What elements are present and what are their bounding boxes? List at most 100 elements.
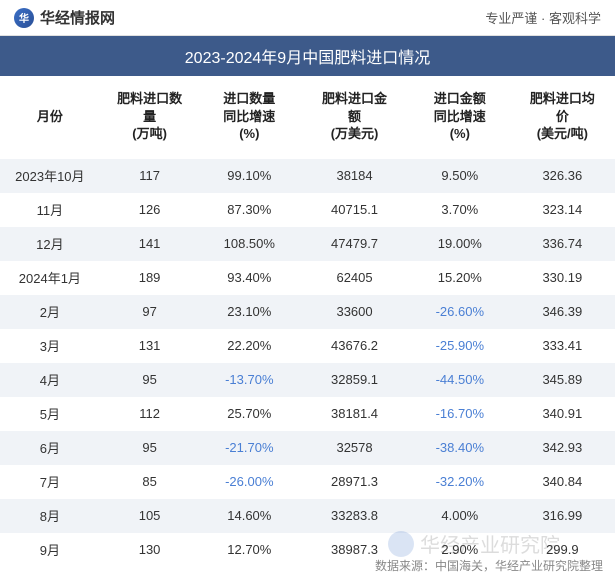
table-cell: 93.40% bbox=[199, 261, 299, 295]
table-cell: -13.70% bbox=[199, 363, 299, 397]
table-cell: 342.93 bbox=[510, 431, 615, 465]
table-cell: 2023年10月 bbox=[0, 159, 100, 193]
table-cell: 189 bbox=[100, 261, 200, 295]
table-cell: -26.00% bbox=[199, 465, 299, 499]
table-cell: 117 bbox=[100, 159, 200, 193]
table-cell: 15.20% bbox=[410, 261, 510, 295]
column-header: 月份 bbox=[0, 76, 100, 159]
table-cell: 330.19 bbox=[510, 261, 615, 295]
table-cell: 19.00% bbox=[410, 227, 510, 261]
table-cell: 3月 bbox=[0, 329, 100, 363]
table-cell: 11月 bbox=[0, 193, 100, 227]
site-name: 华经情报网 bbox=[40, 7, 115, 28]
table-cell: -21.70% bbox=[199, 431, 299, 465]
data-table: 月份肥料进口数量(万吨)进口数量同比增速(%)肥料进口金额(万美元)进口金额同比… bbox=[0, 76, 615, 567]
table-cell: 6月 bbox=[0, 431, 100, 465]
table-cell: 32859.1 bbox=[299, 363, 410, 397]
table-cell: 43676.2 bbox=[299, 329, 410, 363]
table-cell: 62405 bbox=[299, 261, 410, 295]
tagline-sep: · bbox=[537, 11, 549, 26]
table-cell: 99.10% bbox=[199, 159, 299, 193]
table-cell: 97 bbox=[100, 295, 200, 329]
column-header: 肥料进口均价(美元/吨) bbox=[510, 76, 615, 159]
table-body: 2023年10月11799.10%381849.50%326.3611月1268… bbox=[0, 159, 615, 567]
logo-icon: 华 bbox=[14, 8, 34, 28]
table-row: 2月9723.10%33600-26.60%346.39 bbox=[0, 295, 615, 329]
logo-area: 华 华经情报网 bbox=[14, 7, 115, 28]
table-cell: 40715.1 bbox=[299, 193, 410, 227]
table-cell: 8月 bbox=[0, 499, 100, 533]
table-cell: 22.20% bbox=[199, 329, 299, 363]
table-cell: 38184 bbox=[299, 159, 410, 193]
table-cell: -26.60% bbox=[410, 295, 510, 329]
table-cell: 333.41 bbox=[510, 329, 615, 363]
table-cell: 105 bbox=[100, 499, 200, 533]
tagline: 专业严谨 · 客观科学 bbox=[485, 8, 601, 27]
table-cell: 5月 bbox=[0, 397, 100, 431]
table-cell: 2024年1月 bbox=[0, 261, 100, 295]
table-cell: -44.50% bbox=[410, 363, 510, 397]
table-cell: 3.70% bbox=[410, 193, 510, 227]
table-cell: -16.70% bbox=[410, 397, 510, 431]
table-cell: -32.20% bbox=[410, 465, 510, 499]
table-row: 3月13122.20%43676.2-25.90%333.41 bbox=[0, 329, 615, 363]
table-cell: 85 bbox=[100, 465, 200, 499]
table-cell: 95 bbox=[100, 431, 200, 465]
table-cell: 323.14 bbox=[510, 193, 615, 227]
table-cell: -38.40% bbox=[410, 431, 510, 465]
column-header: 进口数量同比增速(%) bbox=[199, 76, 299, 159]
table-cell: 87.30% bbox=[199, 193, 299, 227]
title-bar: 2023-2024年9月中国肥料进口情况 bbox=[0, 36, 615, 76]
logo-glyph: 华 bbox=[19, 10, 29, 25]
table-cell: 346.39 bbox=[510, 295, 615, 329]
table-row: 12月141108.50%47479.719.00%336.74 bbox=[0, 227, 615, 261]
tagline-right: 客观科学 bbox=[549, 11, 601, 26]
table-cell: 23.10% bbox=[199, 295, 299, 329]
table-cell: 340.84 bbox=[510, 465, 615, 499]
table-header-row: 月份肥料进口数量(万吨)进口数量同比增速(%)肥料进口金额(万美元)进口金额同比… bbox=[0, 76, 615, 159]
table-row: 7月85-26.00%28971.3-32.20%340.84 bbox=[0, 465, 615, 499]
table-row: 2023年10月11799.10%381849.50%326.36 bbox=[0, 159, 615, 193]
table-cell: 326.36 bbox=[510, 159, 615, 193]
data-table-wrap: 月份肥料进口数量(万吨)进口数量同比增速(%)肥料进口金额(万美元)进口金额同比… bbox=[0, 76, 615, 567]
table-cell: 126 bbox=[100, 193, 200, 227]
table-cell: 9.50% bbox=[410, 159, 510, 193]
table-cell: 32578 bbox=[299, 431, 410, 465]
table-cell: 141 bbox=[100, 227, 200, 261]
table-cell: 33283.8 bbox=[299, 499, 410, 533]
column-header: 肥料进口数量(万吨) bbox=[100, 76, 200, 159]
table-cell: 130 bbox=[100, 533, 200, 567]
table-row: 11月12687.30%40715.13.70%323.14 bbox=[0, 193, 615, 227]
table-cell: 95 bbox=[100, 363, 200, 397]
table-cell: 38181.4 bbox=[299, 397, 410, 431]
table-cell: 340.91 bbox=[510, 397, 615, 431]
table-cell: -25.90% bbox=[410, 329, 510, 363]
column-header: 肥料进口金额(万美元) bbox=[299, 76, 410, 159]
table-cell: 14.60% bbox=[199, 499, 299, 533]
table-row: 2024年1月18993.40%6240515.20%330.19 bbox=[0, 261, 615, 295]
site-header: 华 华经情报网 专业严谨 · 客观科学 bbox=[0, 0, 615, 36]
table-row: 8月10514.60%33283.84.00%316.99 bbox=[0, 499, 615, 533]
table-cell: 108.50% bbox=[199, 227, 299, 261]
table-row: 4月95-13.70%32859.1-44.50%345.89 bbox=[0, 363, 615, 397]
page-title: 2023-2024年9月中国肥料进口情况 bbox=[185, 44, 430, 68]
table-cell: 12月 bbox=[0, 227, 100, 261]
table-row: 6月95-21.70%32578-38.40%342.93 bbox=[0, 431, 615, 465]
table-cell: 33600 bbox=[299, 295, 410, 329]
table-cell: 336.74 bbox=[510, 227, 615, 261]
table-cell: 12.70% bbox=[199, 533, 299, 567]
table-cell: 9月 bbox=[0, 533, 100, 567]
table-cell: 112 bbox=[100, 397, 200, 431]
table-row: 5月11225.70%38181.4-16.70%340.91 bbox=[0, 397, 615, 431]
table-cell: 25.70% bbox=[199, 397, 299, 431]
data-source: 数据来源：中国海关，华经产业研究院整理 bbox=[375, 557, 603, 574]
tagline-left: 专业严谨 bbox=[485, 11, 537, 26]
table-cell: 28971.3 bbox=[299, 465, 410, 499]
table-cell: 4.00% bbox=[410, 499, 510, 533]
column-header: 进口金额同比增速(%) bbox=[410, 76, 510, 159]
table-cell: 4月 bbox=[0, 363, 100, 397]
table-cell: 7月 bbox=[0, 465, 100, 499]
table-cell: 345.89 bbox=[510, 363, 615, 397]
table-cell: 131 bbox=[100, 329, 200, 363]
table-cell: 47479.7 bbox=[299, 227, 410, 261]
